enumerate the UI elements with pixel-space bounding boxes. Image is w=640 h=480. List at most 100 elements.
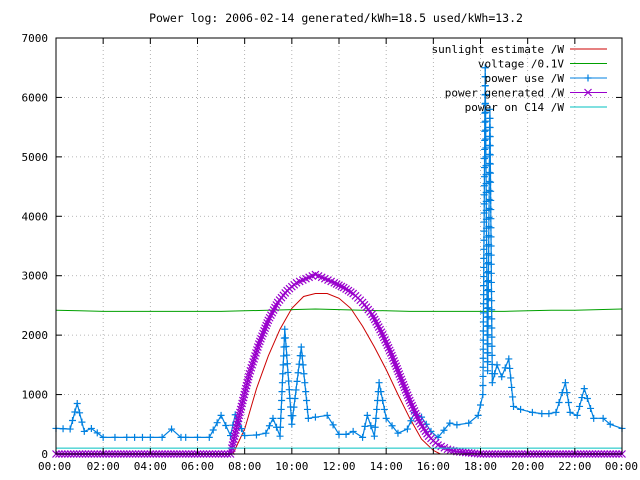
data-point [280, 352, 288, 360]
data-point [301, 379, 309, 387]
data-point [73, 399, 81, 407]
data-point [552, 408, 560, 416]
legend-label: power use /W [485, 72, 565, 85]
data-point [480, 263, 488, 271]
data-point [276, 432, 284, 440]
y-tick-label: 1000 [22, 389, 49, 402]
data-point [480, 273, 488, 281]
data-point [487, 178, 495, 186]
data-point [410, 406, 419, 415]
x-tick-label: 12:00 [322, 460, 355, 473]
y-tick-label: 3000 [22, 270, 49, 283]
data-point [381, 336, 389, 344]
data-point [367, 422, 375, 430]
data-point [508, 383, 516, 391]
data-point [479, 372, 487, 380]
data-point [479, 391, 487, 399]
data-point [479, 345, 487, 353]
x-tick-label: 08:00 [228, 460, 261, 473]
data-point [573, 411, 581, 419]
data-point [241, 432, 249, 440]
data-point [255, 337, 264, 346]
data-point [481, 64, 489, 72]
data-point [378, 330, 387, 339]
data-point [509, 393, 517, 401]
series-0 [232, 293, 441, 455]
data-point [485, 186, 493, 194]
data-point [399, 380, 408, 389]
data-point [231, 426, 240, 435]
data-point [256, 334, 265, 343]
data-point [479, 381, 487, 389]
data-point [239, 393, 248, 402]
data-point [238, 396, 247, 405]
data-point [361, 422, 369, 430]
data-point [234, 417, 242, 426]
data-point [87, 424, 95, 432]
data-point [486, 124, 494, 132]
data-point [561, 379, 569, 387]
data-point [277, 405, 285, 413]
data-point [222, 421, 230, 429]
data-point [297, 343, 305, 351]
data-point [370, 432, 378, 440]
x-tick-label: 14:00 [370, 460, 403, 473]
data-point [285, 386, 293, 394]
axis-layer: 0 1000 2000 3000 4000 5000 6000 7000 00:00 02:00 0… [22, 32, 639, 473]
data-point [414, 414, 422, 423]
data-point [487, 215, 495, 223]
data-point [397, 375, 406, 384]
data-point [377, 388, 385, 396]
data-point [242, 381, 251, 390]
data-point [260, 326, 268, 335]
data-point [332, 280, 341, 288]
data-point [227, 447, 236, 455]
data-point [244, 375, 252, 384]
data-point [281, 325, 289, 333]
data-point [279, 361, 287, 369]
x-tick-label: 02:00 [87, 460, 120, 473]
series-line [232, 293, 441, 455]
data-point [599, 414, 607, 422]
data-point [230, 432, 239, 441]
data-point [565, 398, 573, 406]
data-point [379, 397, 387, 405]
data-point [232, 423, 241, 432]
data-point [408, 401, 417, 410]
data-point [505, 355, 513, 363]
data-point [241, 384, 250, 393]
data-point [349, 427, 357, 435]
data-point [263, 319, 272, 327]
data-point [487, 206, 495, 214]
data-point [487, 224, 495, 232]
data-point [484, 340, 492, 348]
data-point [481, 99, 489, 107]
data-point [59, 425, 67, 433]
legend-label: voltage /0.1V [478, 58, 564, 71]
data-point [262, 429, 270, 437]
data-point [359, 433, 367, 441]
data-point [276, 423, 284, 431]
data-point [578, 394, 586, 402]
data-point [66, 425, 74, 433]
data-point [303, 397, 311, 405]
data-point [481, 118, 489, 126]
data-point [388, 351, 396, 360]
series-2 [52, 64, 626, 441]
data-point [258, 332, 266, 341]
data-point [335, 281, 343, 290]
data-point [482, 108, 490, 116]
data-point [498, 373, 506, 381]
data-point [330, 278, 339, 287]
data-point [380, 405, 388, 413]
data-point [323, 411, 331, 419]
data-point [407, 399, 415, 408]
data-point [584, 88, 592, 97]
data-point [488, 297, 496, 305]
data-point [486, 151, 494, 159]
data-point [487, 187, 495, 195]
data-point [465, 419, 473, 427]
data-point [337, 282, 346, 291]
data-point [606, 420, 614, 428]
